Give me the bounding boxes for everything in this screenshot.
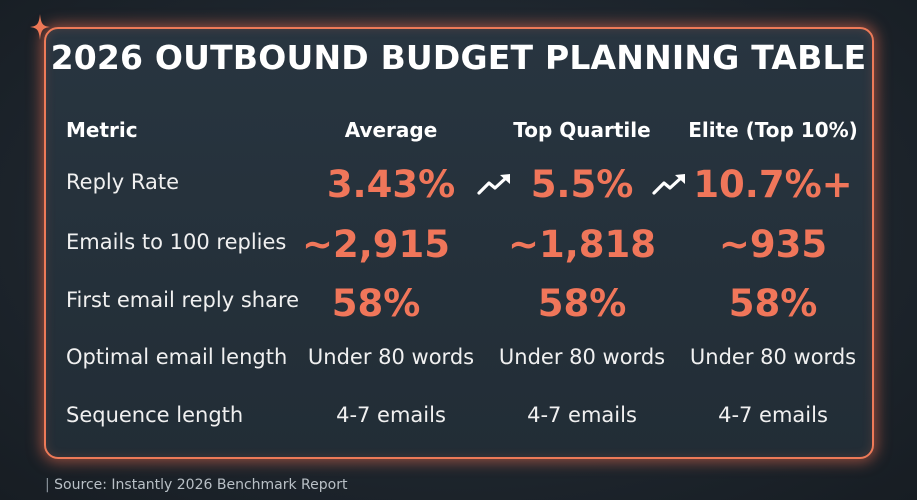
optimal-length-elite: Under 80 words	[689, 345, 857, 369]
optimal-length-top-quartile: Under 80 words	[498, 345, 666, 369]
page-title: 2026 OUTBOUND BUDGET PLANNING TABLE	[50, 38, 867, 77]
row-label-reply-rate: Reply Rate	[66, 170, 179, 194]
source-divider: |	[45, 477, 55, 493]
optimal-length-average: Under 80 words	[307, 345, 475, 369]
emails-to-100-top-quartile: ~1,818	[507, 223, 657, 266]
reply-rate-top-quartile: 5.5%	[530, 163, 634, 206]
sequence-length-top-quartile: 4-7 emails	[527, 403, 637, 427]
header-average: Average	[344, 118, 438, 142]
row-label-optimal-email-length: Optimal email length	[66, 345, 288, 369]
header-metric: Metric	[66, 118, 138, 142]
trend-up-arrow-icon	[652, 174, 685, 195]
emails-to-100-average: ~2,915	[301, 223, 451, 266]
sequence-length-average: 4-7 emails	[336, 403, 446, 427]
reply-rate-elite: 10.7%+	[693, 163, 853, 206]
header-top-quartile: Top Quartile	[513, 118, 651, 142]
table-card	[44, 27, 874, 459]
first-email-share-elite: 58%	[728, 282, 818, 325]
emails-to-100-elite: ~935	[718, 223, 828, 266]
source-text: Source: Instantly 2026 Benchmark Report	[54, 477, 348, 493]
first-email-share-average: 58%	[331, 282, 421, 325]
row-label-first-email-reply-share: First email reply share	[66, 288, 300, 312]
reply-rate-average: 3.43%	[326, 163, 456, 206]
sparkle-icon	[30, 14, 50, 40]
header-elite: Elite (Top 10%)	[688, 118, 858, 142]
row-label-emails-to-100-replies: Emails to 100 replies	[66, 230, 287, 254]
trend-up-arrow-icon	[477, 174, 510, 195]
source-note: | Source: Instantly 2026 Benchmark Repor…	[45, 477, 347, 493]
sequence-length-elite: 4-7 emails	[718, 403, 828, 427]
row-label-sequence-length: Sequence length	[66, 403, 244, 427]
first-email-share-top-quartile: 58%	[537, 282, 627, 325]
